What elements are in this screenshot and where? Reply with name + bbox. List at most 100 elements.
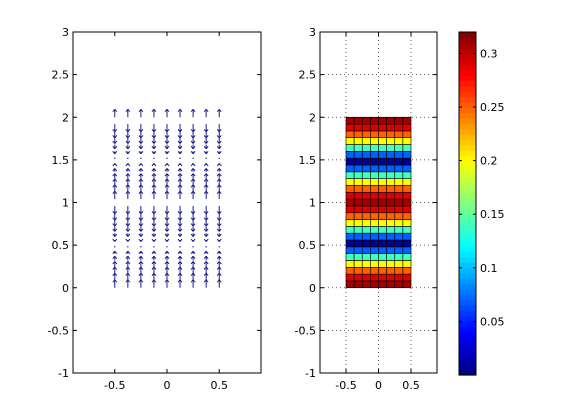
quiver-arrow	[216, 178, 222, 186]
heatmap-cell	[402, 239, 412, 248]
heatmap-cell	[402, 178, 412, 186]
quiver-arrow	[177, 184, 183, 193]
x-tick-label: 0	[375, 379, 382, 392]
quiver-arrow	[138, 151, 144, 155]
quiver-arrow	[153, 246, 155, 248]
heatmap-cell	[370, 157, 379, 166]
quiver-arrow	[216, 233, 222, 237]
quiver-arrow	[205, 246, 207, 248]
quiver-arrow	[138, 233, 144, 237]
quiver-arrow	[125, 178, 131, 186]
quiver-arrow	[125, 255, 131, 261]
quiver-arrow	[216, 184, 222, 193]
heatmap-cell	[386, 212, 396, 220]
quiver-arrow	[164, 168, 170, 172]
heatmap-cell	[353, 280, 363, 289]
quiver-arrow	[203, 250, 209, 254]
colorbar-segment	[459, 155, 476, 162]
quiver-arrow	[203, 212, 209, 221]
quiver-arrow	[164, 124, 170, 133]
heatmap-cell	[345, 226, 355, 234]
quiver-arrow	[112, 108, 118, 118]
heatmap-cell	[378, 185, 387, 193]
quiver-arrow	[164, 279, 170, 288]
quiver-arrow	[138, 266, 144, 275]
quiver-arrow	[216, 144, 222, 150]
quiver-arrow	[164, 108, 170, 118]
quiver-arrow	[125, 226, 131, 232]
quiver-arrow	[140, 157, 142, 159]
quiver-arrow	[177, 163, 183, 167]
heatmap-cell	[353, 137, 363, 145]
y-tick-label: -1	[58, 367, 69, 380]
quiver-arrow	[216, 212, 222, 221]
quiver-arrow	[216, 108, 222, 118]
quiver-arrow	[218, 246, 220, 248]
axes-frame	[72, 31, 262, 374]
heatmap-cell	[353, 198, 363, 207]
quiver-arrow	[151, 130, 157, 139]
heatmap-cell	[370, 137, 379, 145]
heatmap-cell	[386, 219, 396, 227]
heatmap-cell	[402, 130, 412, 139]
quiver-arrow	[203, 279, 209, 288]
y-tick-label: -0.5	[48, 324, 69, 337]
heatmap-cell	[345, 116, 355, 125]
quiver-arrow	[164, 151, 170, 155]
quiver-arrow	[216, 151, 222, 155]
heatmap-cell	[353, 205, 363, 214]
quiver-arrow	[216, 205, 222, 215]
quiver-arrow	[125, 250, 131, 254]
heatmap-cell	[361, 266, 371, 275]
heatmap-cell	[386, 246, 396, 254]
quiver-arrow	[125, 144, 131, 150]
colorbar-segment	[459, 37, 476, 44]
heatmap-cell	[370, 123, 379, 132]
heatmap-cell	[345, 273, 355, 282]
colorbar-segment	[459, 353, 476, 360]
heatmap-cell	[345, 198, 355, 207]
heatmap-cell	[378, 137, 387, 145]
colorbar-segment	[459, 171, 476, 178]
heatmap-cell	[402, 232, 412, 241]
quiver-arrow	[203, 238, 209, 242]
quiver-arrow	[177, 205, 183, 215]
quiver-arrow	[164, 190, 170, 200]
colorbar-segment	[459, 90, 476, 97]
heatmap-cell	[353, 130, 363, 139]
quiver-arrow	[138, 130, 144, 139]
heatmap-cell	[361, 205, 371, 214]
quiver-arrow	[125, 279, 131, 288]
heatmap-cell	[378, 226, 387, 234]
heatmap-cell	[353, 178, 363, 186]
quiver-arrow	[166, 246, 168, 248]
colorbar-segment	[459, 96, 476, 103]
quiver-arrow	[177, 137, 183, 144]
heatmap-cell	[345, 266, 355, 275]
heatmap-cell	[345, 151, 355, 159]
colorbar-tick-label: 0.15	[480, 208, 505, 221]
heatmap-cell	[361, 185, 371, 193]
quiver-arrow	[112, 255, 118, 261]
quiver-arrow	[140, 246, 142, 248]
quiver-arrow	[190, 226, 196, 232]
heatmap-cell	[394, 164, 404, 173]
quiver-arrow	[112, 151, 118, 155]
heatmap-cell	[402, 198, 412, 207]
quiver-arrow	[179, 246, 181, 248]
heatmap-cell	[361, 178, 371, 186]
y-tick-label: 3	[309, 26, 316, 39]
axes-frame	[319, 31, 438, 374]
heatmap-cell	[378, 232, 387, 241]
quiver-arrow	[216, 168, 222, 172]
quiver-arrow	[216, 173, 222, 179]
heatmap-cell	[361, 212, 371, 220]
quiver-arrow	[112, 238, 118, 242]
quiver-arrow	[138, 226, 144, 232]
colorbar-segment	[459, 80, 476, 87]
heatmap-cell	[378, 144, 387, 152]
heatmap-cell	[394, 280, 404, 289]
heatmap-cell	[386, 232, 396, 241]
colorbar-segment	[459, 332, 476, 339]
colorbar-segment	[459, 42, 476, 49]
